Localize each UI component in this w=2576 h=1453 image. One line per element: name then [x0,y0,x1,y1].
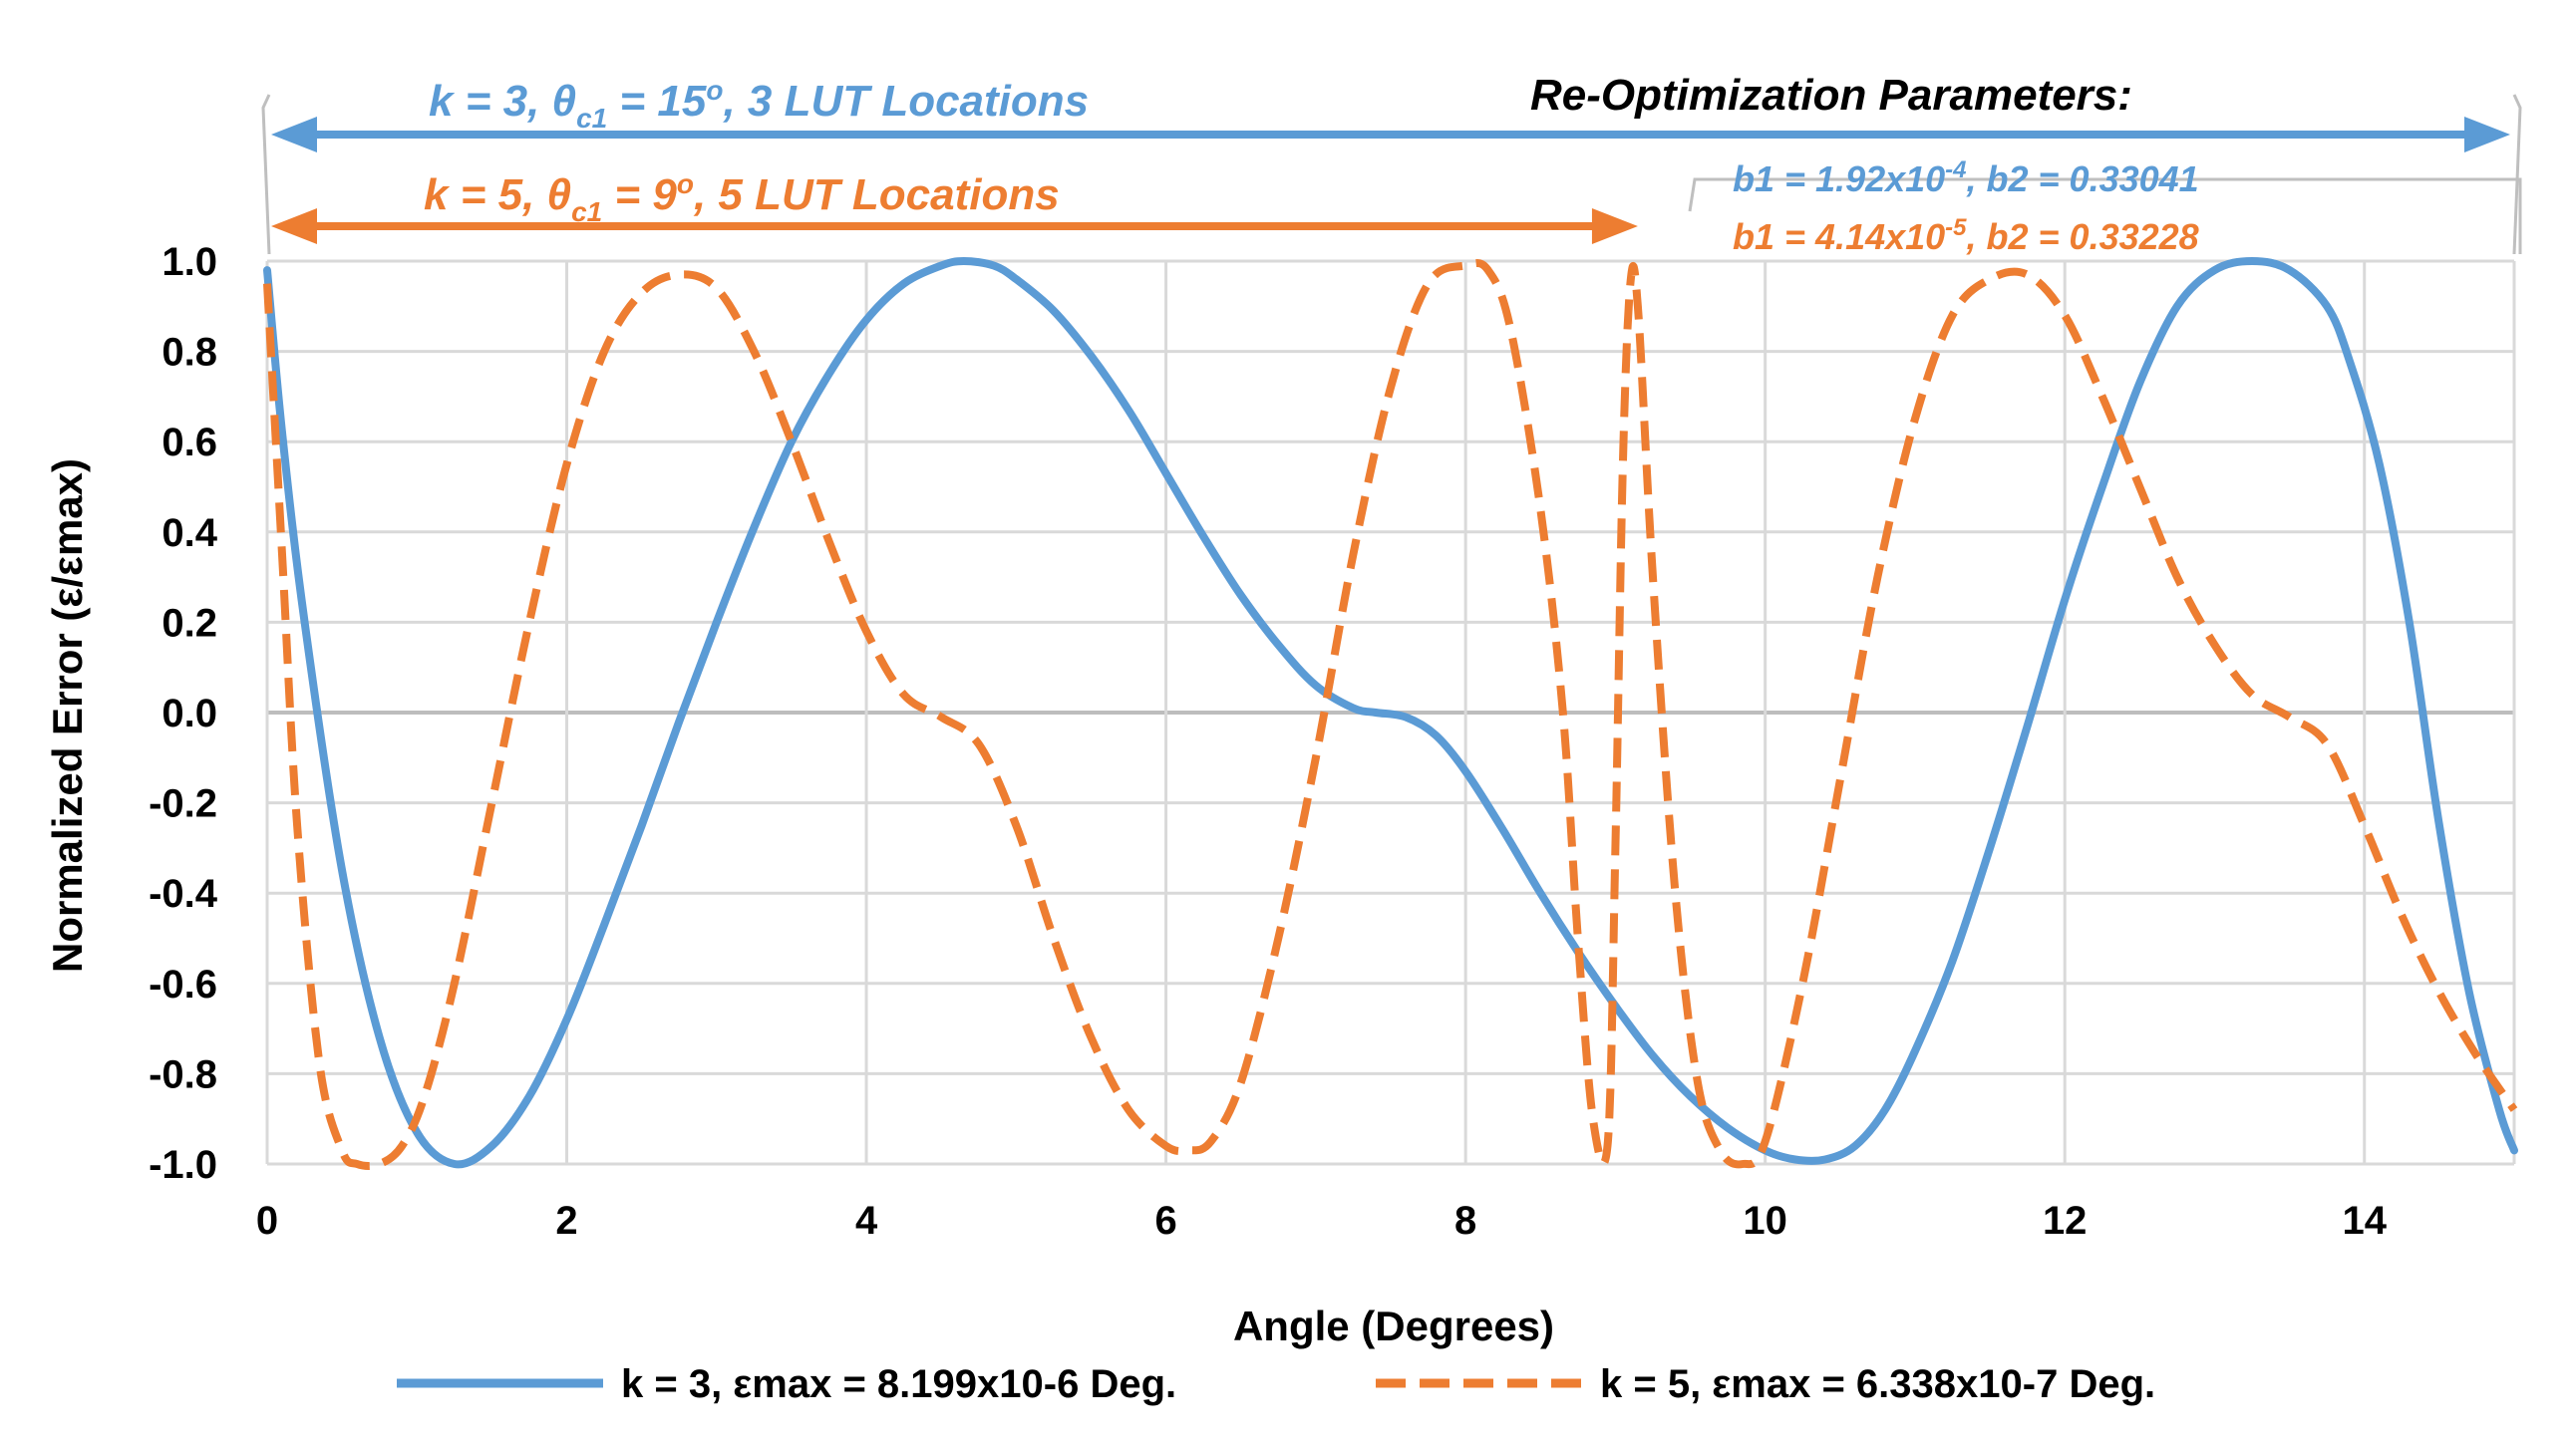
x-axis-title: Angle (Degrees) [1233,1303,1554,1349]
x-tick-label: 10 [1743,1199,1787,1243]
y-tick-labels: 1.0 0.8 0.6 0.4 0.2 0.0 -0.2 -0.4 -0.6 -0.8 -1.0 [149,240,218,1187]
x-tick-label: 8 [1454,1199,1476,1243]
k3-arrowhead-left [271,117,317,152]
annotation-box-right-edge [2512,94,2522,255]
x-tick-label: 2 [555,1199,577,1243]
span-arrows [271,117,2510,244]
y-tick-label: -0.6 [149,963,217,1007]
series-line-k3 [263,257,2518,1169]
annotation-box [261,94,2522,255]
k3-params: b1 = 1.92x10-4, b2 = 0.33041 [1733,156,2199,199]
k3-arrowhead-right [2464,117,2510,152]
k5-span-label: k = 5, θc1 = 9o, 5 LUT Locations [424,168,1060,227]
series-line-k5 [263,259,2518,1170]
y-tick-label: 0.8 [161,331,217,375]
y-axis-title: Normalized Error (ε/εmax) [44,458,91,973]
x-tick-label: 12 [2043,1199,2088,1243]
reopt-title: Re-Optimization Parameters: [1530,71,2132,120]
k5-params: b1 = 4.14x10-5, b2 = 0.33228 [1733,214,2199,257]
legend: k = 3, εmax = 8.199x10-6 Deg. k = 5, εma… [397,1362,2155,1406]
params-box-outline [1688,177,2522,254]
y-tick-label: 0.6 [161,421,217,464]
x-tick-label: 0 [256,1199,278,1243]
y-tick-label: 0.0 [161,692,217,735]
y-tick-label: 0.4 [161,511,217,555]
k5-arrowhead-left [271,208,317,244]
legend-label-k5: k = 5, εmax = 6.338x10-7 Deg. [1600,1362,2155,1406]
y-tick-label: 1.0 [161,240,217,284]
legend-label-k3: k = 3, εmax = 8.199x10-6 Deg. [621,1362,1176,1406]
y-tick-label: -0.2 [149,782,217,826]
k5-arrowhead-right [1591,208,1638,244]
y-tick-label: -1.0 [149,1143,217,1187]
x-tick-label: 6 [1154,1199,1176,1243]
annotation-box-left-edge [261,94,271,255]
y-tick-label: -0.8 [149,1052,217,1096]
k3-span-label: k = 3, θc1 = 15o, 3 LUT Locations [429,75,1089,134]
y-tick-label: 0.2 [161,601,217,645]
y-tick-label: -0.4 [149,872,218,916]
x-tick-label: 14 [2342,1199,2387,1243]
x-tick-label: 4 [855,1199,878,1243]
x-tick-labels: 0 2 4 6 8 10 12 14 [256,1199,2388,1243]
